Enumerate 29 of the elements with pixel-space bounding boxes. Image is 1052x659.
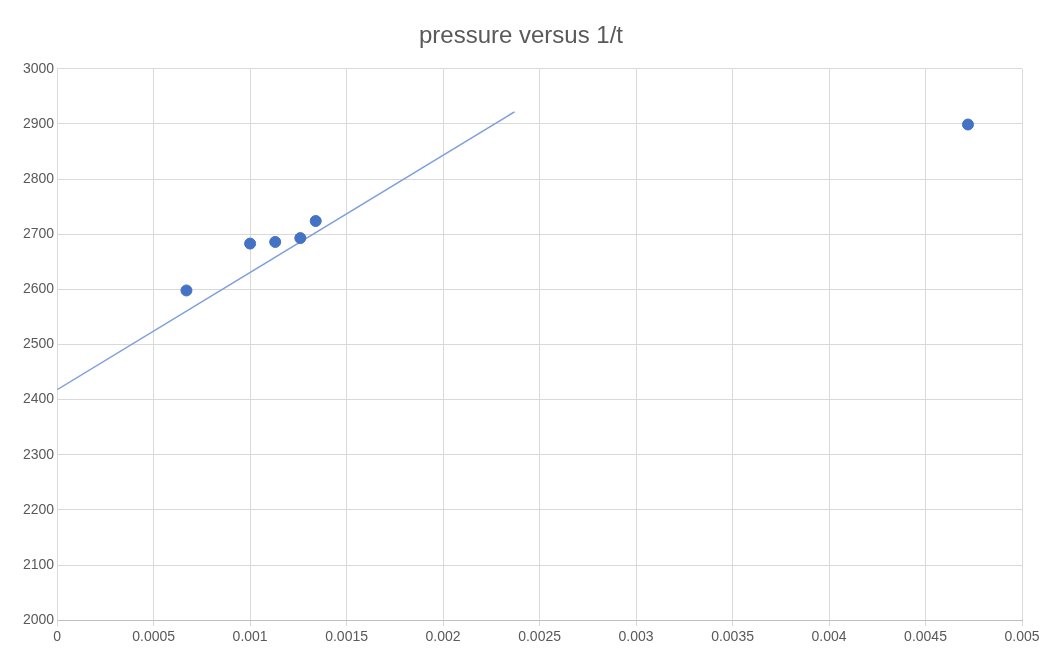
point — [961, 118, 974, 131]
point — [269, 235, 282, 248]
point — [309, 214, 322, 227]
point — [294, 232, 307, 245]
y-tick-label: 2000 — [22, 611, 55, 628]
x-tick-label: 0.0045 — [904, 628, 948, 645]
x-tick-label: 0.005 — [1004, 628, 1040, 645]
x-tick-label: 0.004 — [811, 628, 847, 645]
chart-title: pressure versus 1/t — [418, 21, 624, 49]
y-tick-label: 2500 — [22, 335, 55, 352]
y-tick-label: 3000 — [22, 59, 55, 76]
x-tick-label: 0.001 — [232, 628, 268, 645]
y-tick-label: 2100 — [22, 555, 55, 572]
point — [244, 237, 257, 250]
y-tick-label: 2200 — [22, 500, 55, 517]
x-tick-label: 0.0005 — [132, 628, 176, 645]
x-tick-label: 0 — [53, 628, 62, 645]
point — [180, 284, 193, 297]
x-tick-label: 0.003 — [618, 628, 654, 645]
y-tick-label: 2800 — [22, 169, 55, 186]
x-tick-label: 0.0015 — [325, 628, 369, 645]
x-tick-label: 0.0025 — [518, 628, 562, 645]
x-tick-label: 0.002 — [425, 628, 461, 645]
y-tick-label: 2900 — [22, 114, 55, 131]
y-tick-label: 2700 — [22, 225, 55, 242]
y-tick-label: 2600 — [22, 280, 55, 297]
y-tick-label: 2300 — [22, 445, 55, 462]
x-tick-label: 0.0035 — [711, 628, 755, 645]
y-tick-label: 2400 — [22, 390, 55, 407]
